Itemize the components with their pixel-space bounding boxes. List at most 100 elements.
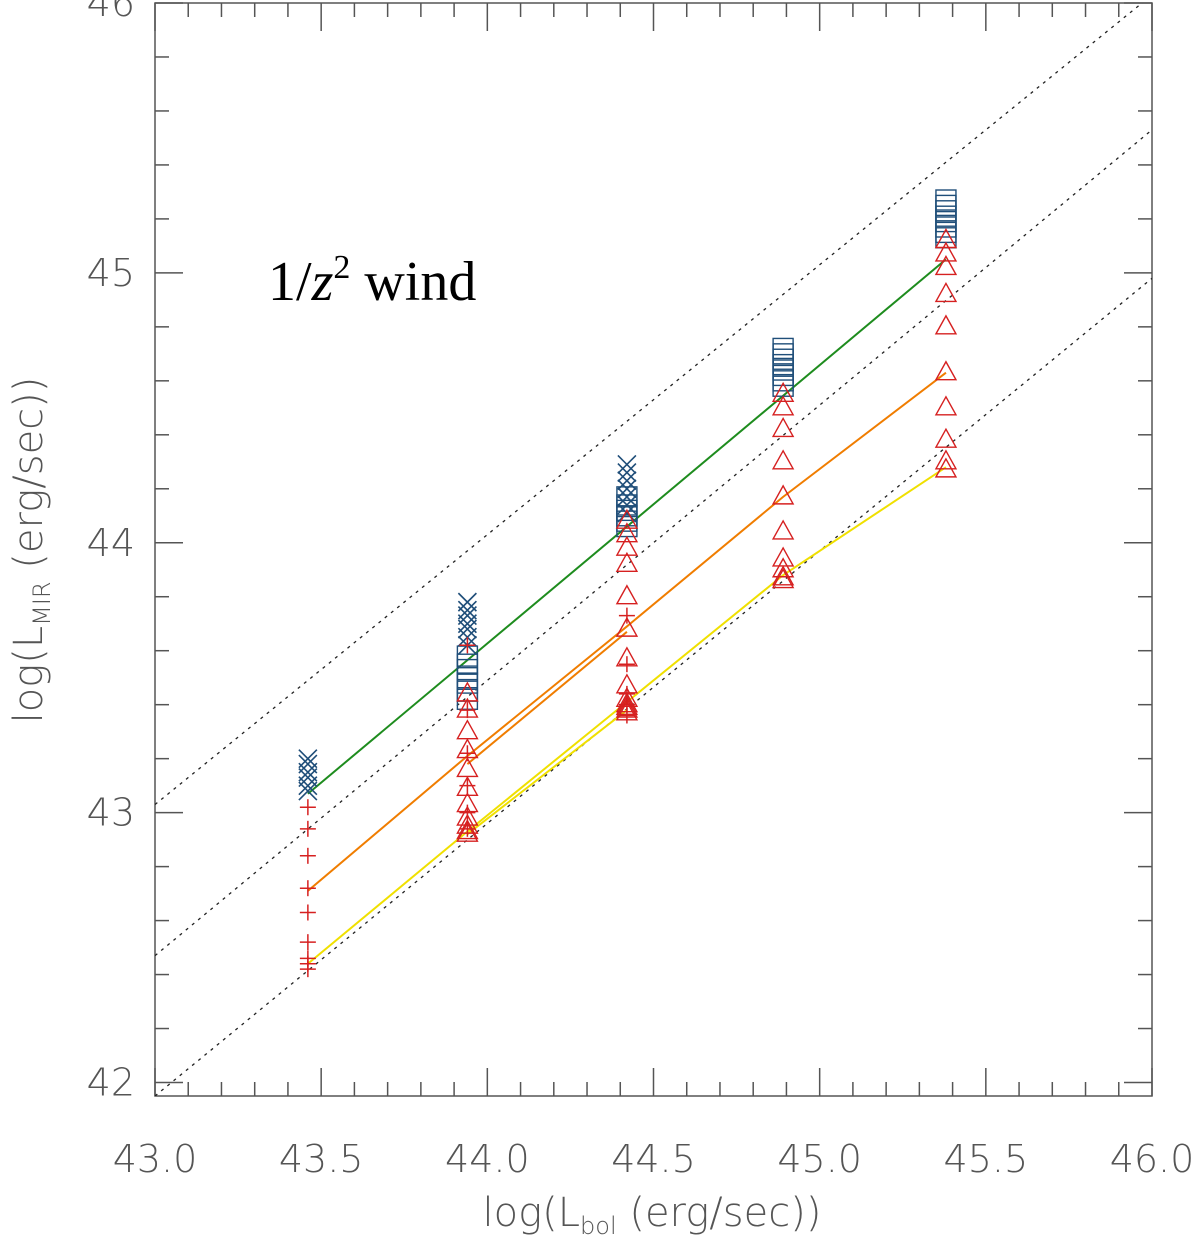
y-tick-label: 46 <box>87 0 135 25</box>
square-marker <box>935 221 957 244</box>
triangle-marker <box>771 565 795 586</box>
plus-marker <box>299 961 316 978</box>
triangle-marker <box>934 282 958 303</box>
x-marker <box>617 487 637 507</box>
triangle-marker <box>934 314 958 335</box>
triangle-marker <box>456 805 479 826</box>
dotted-line-3 <box>155 277 1152 1096</box>
x-marker <box>298 762 318 782</box>
triangle-marker <box>771 449 795 470</box>
x-marker <box>457 614 477 634</box>
triangle-marker <box>771 484 795 505</box>
triangle-marker <box>934 395 958 416</box>
x-tick-label: 45.5 <box>944 1137 1029 1181</box>
square-marker <box>935 194 957 217</box>
square-marker <box>935 200 957 222</box>
square-marker <box>772 375 794 397</box>
square-marker <box>772 348 794 370</box>
x-marker <box>298 781 318 801</box>
square-marker <box>456 658 479 681</box>
triangle-marker <box>615 551 639 573</box>
square-marker <box>772 353 794 376</box>
x-tick-label: 44.5 <box>611 1137 696 1181</box>
y-tick-labels: 42 43 44 45 46 <box>87 0 135 1105</box>
triangle-marker <box>456 813 479 834</box>
triangle-marker <box>456 681 479 702</box>
wind-annotation: 1/z2 wind <box>268 249 476 313</box>
triangle-marker <box>934 449 958 470</box>
triangle-marker <box>456 719 479 740</box>
triangle-marker <box>615 508 639 529</box>
x-tick-label: 44.0 <box>445 1137 530 1181</box>
orange-line-1 <box>307 371 947 892</box>
plus-marker <box>299 847 316 864</box>
square-marker <box>772 370 794 392</box>
y-tick-label: 42 <box>87 1061 135 1105</box>
x-marker <box>457 606 477 626</box>
x-marker <box>617 454 637 475</box>
data-markers <box>298 189 958 978</box>
triangle-marker <box>934 241 958 262</box>
x-tick-label: 43.5 <box>279 1137 364 1181</box>
triangle-marker <box>615 616 639 637</box>
triangle-marker <box>615 692 639 713</box>
plus-marker <box>299 799 316 816</box>
triangle-marker <box>934 360 958 381</box>
triangle-marker <box>934 457 958 478</box>
x-marker <box>457 627 477 647</box>
minor-ticks <box>154 2 1153 1096</box>
x-marker <box>298 776 318 796</box>
y-tick-label: 44 <box>87 521 135 565</box>
plus-marker <box>459 777 476 794</box>
triangle-marker <box>456 819 479 840</box>
triangle-marker <box>771 519 795 540</box>
square-marker <box>772 337 794 360</box>
x-marker <box>617 463 637 483</box>
x-marker <box>457 619 477 639</box>
plus-marker <box>618 707 635 724</box>
plot-frame <box>154 2 1153 1097</box>
square-marker <box>456 666 479 689</box>
plus-marker <box>299 904 316 921</box>
y-axis-label: log(LMIR (erg/sec)) <box>6 377 56 724</box>
triangle-marker <box>615 686 639 707</box>
triangle-marker <box>615 694 639 716</box>
yellow-line-2 <box>466 709 628 836</box>
triangle-marker <box>615 700 639 721</box>
orange-line-2 <box>466 631 628 765</box>
triangle-marker <box>456 792 479 813</box>
plus-marker <box>299 934 316 951</box>
triangle-marker <box>771 381 795 403</box>
square-marker <box>935 216 957 238</box>
x-marker <box>298 749 318 769</box>
triangle-marker <box>456 821 479 842</box>
square-marker <box>772 359 794 381</box>
triangle-marker <box>934 427 958 448</box>
x-marker <box>298 767 318 788</box>
triangle-marker <box>615 522 639 543</box>
square-marker <box>935 205 957 227</box>
triangle-marker <box>771 557 795 578</box>
triangle-marker <box>934 255 958 276</box>
square-marker <box>772 343 794 365</box>
dotted-line-1 <box>155 3 1144 806</box>
x-tick-label: 45.0 <box>777 1137 862 1181</box>
square-marker <box>935 189 957 211</box>
y-tick-label: 45 <box>87 251 135 295</box>
triangle-marker <box>771 568 795 589</box>
x-tick-label: 43.0 <box>113 1137 198 1181</box>
x-tick-labels: 43.0 43.5 44.0 44.5 45.0 45.5 46.0 <box>113 1137 1195 1181</box>
triangle-marker <box>771 395 795 416</box>
x-tick-label: 46.0 <box>1110 1137 1195 1181</box>
plus-marker <box>299 880 316 897</box>
y-tick-label: 43 <box>87 791 135 835</box>
plus-marker <box>459 637 476 654</box>
x-marker <box>298 754 318 774</box>
triangle-marker <box>615 697 639 718</box>
triangle-marker <box>771 416 795 438</box>
triangle-marker <box>615 584 639 605</box>
x-axis-label: log(Lbol (erg/sec)) <box>483 1190 822 1237</box>
triangle-marker <box>615 646 639 667</box>
square-marker <box>456 653 479 675</box>
